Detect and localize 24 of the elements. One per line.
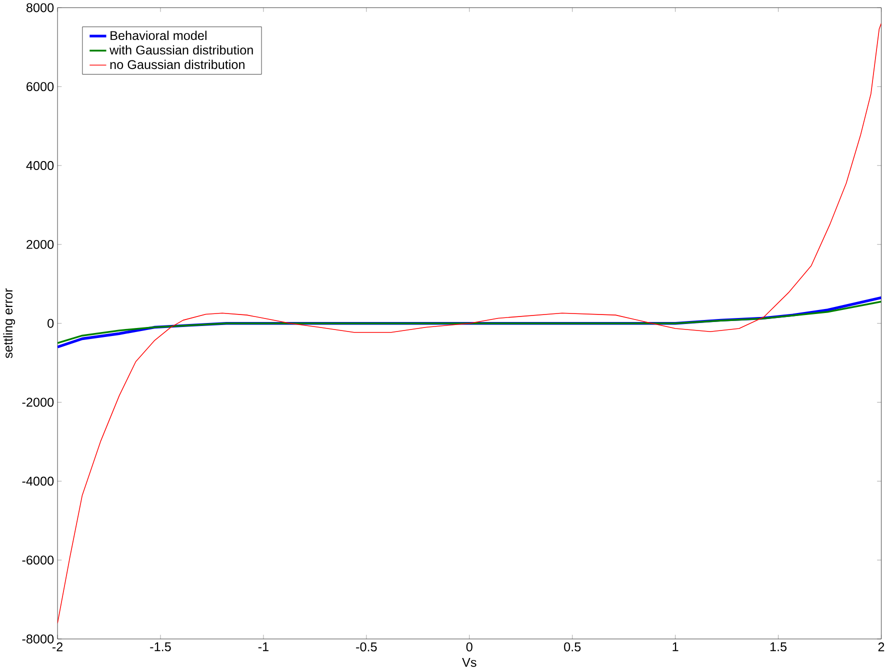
y-tick-label: -2000 — [22, 398, 54, 407]
x-tick-label: -1.5 — [150, 642, 171, 652]
legend-label: no Gaussian distribution — [110, 60, 244, 70]
x-tick-label: 1.5 — [770, 642, 787, 652]
y-tick-label: 8000 — [26, 3, 54, 12]
y-axis-title: settling error — [3, 288, 16, 358]
y-tick-label: 6000 — [26, 82, 54, 92]
x-tick-label: -2 — [52, 642, 63, 652]
legend-label: with Gaussian distribution — [110, 45, 253, 54]
y-tick-label: 2000 — [26, 240, 54, 249]
x-tick-label: -0.5 — [356, 642, 377, 652]
y-tick-label: 0 — [48, 318, 54, 328]
y-tick-label: -8000 — [22, 634, 54, 644]
x-tick-label: -1 — [258, 642, 268, 652]
x-tick-label: 0 — [466, 642, 472, 652]
y-tick-label: -4000 — [22, 476, 54, 486]
x-tick-label: 2 — [878, 642, 884, 652]
x-axis-title: Vs — [462, 658, 476, 667]
line-series — [58, 23, 882, 624]
x-tick-label: 0.5 — [564, 642, 581, 652]
legend-label: Behavioral model — [110, 30, 206, 40]
x-tick-label: 1 — [672, 642, 678, 652]
y-tick-label: 4000 — [26, 160, 54, 170]
y-tick-label: -6000 — [22, 556, 54, 564]
